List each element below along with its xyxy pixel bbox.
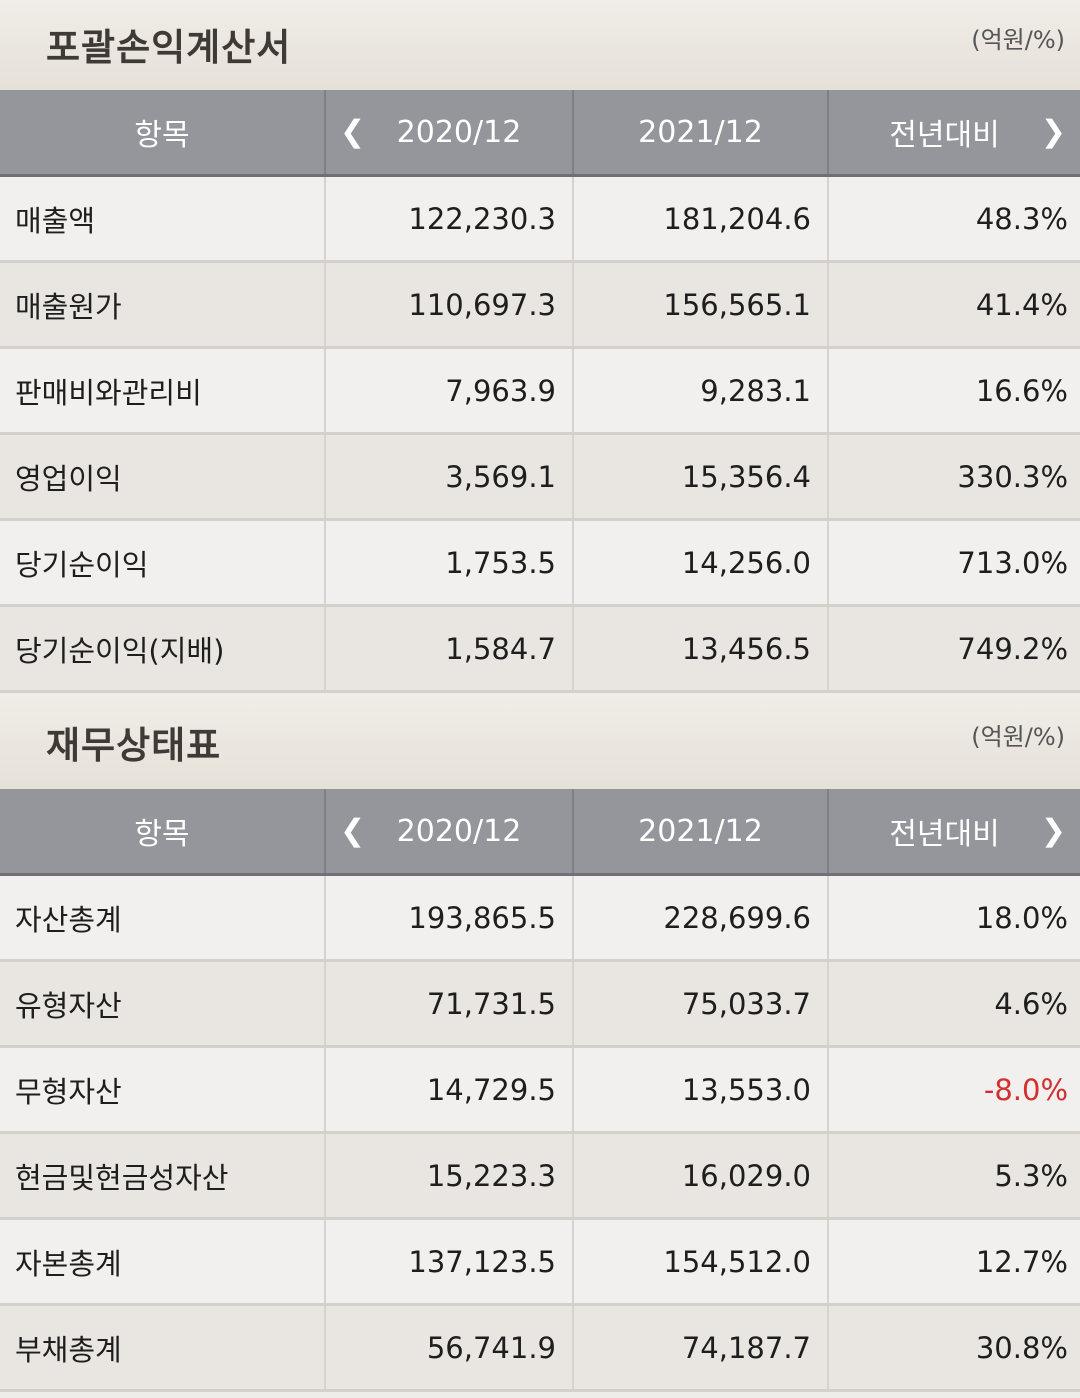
- value-yoy: 48.3%: [828, 175, 1080, 263]
- value-2020: 137,123.5: [325, 1218, 574, 1306]
- row-label: 부채총계: [0, 1304, 326, 1392]
- value-yoy: 18.0%: [828, 874, 1080, 962]
- value-2021: 228,699.6: [573, 874, 829, 962]
- header-col-2021: 2021/12: [573, 90, 829, 177]
- row-label: 무형자산: [0, 1046, 326, 1134]
- table-row: 당기순이익(지배) 1,584.7 13,456.5 749.2%: [0, 605, 1080, 693]
- row-label: 매출액: [0, 175, 326, 263]
- income-statement-header: 포괄손익계산서 (억원/%): [0, 0, 1080, 90]
- row-label: 자본총계: [0, 1218, 326, 1306]
- header-item: 항목: [0, 90, 326, 177]
- header-item: 항목: [0, 789, 326, 876]
- header-item-label: 항목: [134, 817, 190, 852]
- header-yoy-label: 전년대비: [889, 118, 1000, 153]
- value-2020: 71,731.5: [325, 960, 574, 1048]
- chevron-right-icon[interactable]: ❯: [1040, 114, 1066, 150]
- table-row: 자산총계 193,865.5 228,699.6 18.0%: [0, 874, 1080, 962]
- table-row: 판매비와관리비 7,963.9 9,283.1 16.6%: [0, 347, 1080, 435]
- value-2021: 74,187.7: [573, 1304, 829, 1392]
- table-row: 무형자산 14,729.5 13,553.0 -8.0%: [0, 1046, 1080, 1134]
- value-2021: 154,512.0: [573, 1218, 829, 1306]
- value-yoy: 713.0%: [828, 519, 1080, 607]
- value-yoy: 41.4%: [828, 261, 1080, 349]
- table-row: 현금및현금성자산 15,223.3 16,029.0 5.3%: [0, 1132, 1080, 1220]
- table-row: 매출원가 110,697.3 156,565.1 41.4%: [0, 261, 1080, 349]
- income-table-body: 매출액 122,230.3 181,204.6 48.3% 매출원가 110,697.3 1…: [0, 175, 1080, 693]
- header-col-yoy: 전년대비 ❯: [828, 90, 1080, 177]
- section-title: 포괄손익계산서: [46, 26, 292, 69]
- row-label: 영업이익: [0, 433, 326, 521]
- header-yoy-label: 전년대비: [889, 817, 1000, 852]
- value-yoy: 12.7%: [828, 1218, 1080, 1306]
- section-title: 재무상태표: [46, 724, 222, 767]
- table-row: 자본총계 137,123.5 154,512.0 12.7%: [0, 1218, 1080, 1306]
- row-label: 판매비와관리비: [0, 347, 326, 435]
- income-statement-table: 항목 ❮ 2020/12 2021/12 전년대비 ❯ 매출액 122,230.3…: [0, 90, 1080, 693]
- value-yoy: -8.0%: [828, 1046, 1080, 1134]
- table-row: 영업이익 3,569.1 15,356.4 330.3%: [0, 433, 1080, 521]
- value-2020: 7,963.9: [325, 347, 574, 435]
- row-label: 당기순이익: [0, 519, 326, 607]
- value-2020: 1,584.7: [325, 605, 574, 693]
- balance-sheet-header: 재무상태표 (억원/%): [0, 693, 1080, 789]
- unit-label: (억원/%): [971, 723, 1065, 751]
- header-col-2020: ❮ 2020/12: [325, 789, 574, 876]
- header-2021-label: 2021/12: [638, 813, 763, 849]
- header-item-label: 항목: [134, 118, 190, 153]
- value-2021: 156,565.1: [573, 261, 829, 349]
- value-yoy: 5.3%: [828, 1132, 1080, 1220]
- header-2020-label: 2020/12: [396, 813, 522, 849]
- row-label: 유형자산: [0, 960, 326, 1048]
- value-2021: 16,029.0: [573, 1132, 829, 1220]
- value-yoy: 4.6%: [828, 960, 1080, 1048]
- value-2021: 13,456.5: [573, 605, 829, 693]
- header-2020-label: 2020/12: [396, 114, 522, 150]
- value-yoy: 16.6%: [828, 347, 1080, 435]
- value-2020: 122,230.3: [325, 175, 574, 263]
- value-2020: 3,569.1: [325, 433, 574, 521]
- value-2020: 193,865.5: [325, 874, 574, 962]
- table-row: 유형자산 71,731.5 75,033.7 4.6%: [0, 960, 1080, 1048]
- unit-label: (억원/%): [971, 26, 1065, 54]
- chevron-right-icon[interactable]: ❯: [1040, 813, 1066, 849]
- value-yoy: 30.8%: [828, 1304, 1080, 1392]
- value-2021: 15,356.4: [573, 433, 829, 521]
- table-row: 매출액 122,230.3 181,204.6 48.3%: [0, 175, 1080, 263]
- income-statement-section: 포괄손익계산서 (억원/%) 항목 ❮ 2020/12 2021/12 전년대비…: [0, 0, 1080, 693]
- value-2020: 110,697.3: [325, 261, 574, 349]
- chevron-left-icon[interactable]: ❮: [340, 114, 366, 150]
- value-2021: 181,204.6: [573, 175, 829, 263]
- header-2021-label: 2021/12: [638, 114, 763, 150]
- header-col-2020: ❮ 2020/12: [325, 90, 574, 177]
- value-2021: 9,283.1: [573, 347, 829, 435]
- row-label: 현금및현금성자산: [0, 1132, 326, 1220]
- value-2020: 56,741.9: [325, 1304, 574, 1392]
- table-header-row: 항목 ❮ 2020/12 2021/12 전년대비 ❯: [0, 90, 1080, 177]
- value-2020: 14,729.5: [325, 1046, 574, 1134]
- row-label: 당기순이익(지배): [0, 605, 326, 693]
- value-2020: 1,753.5: [325, 519, 574, 607]
- balance-sheet-table: 항목 ❮ 2020/12 2021/12 전년대비 ❯ 자산총계 193,865.…: [0, 789, 1080, 1392]
- table-header-row: 항목 ❮ 2020/12 2021/12 전년대비 ❯: [0, 789, 1080, 876]
- header-col-yoy: 전년대비 ❯: [828, 789, 1080, 876]
- balance-sheet-section: 재무상태표 (억원/%) 항목 ❮ 2020/12 2021/12 전년대비 ❯…: [0, 693, 1080, 1392]
- row-label: 매출원가: [0, 261, 326, 349]
- chevron-left-icon[interactable]: ❮: [340, 813, 366, 849]
- table-row: 당기순이익 1,753.5 14,256.0 713.0%: [0, 519, 1080, 607]
- value-2021: 13,553.0: [573, 1046, 829, 1134]
- table-row: 부채총계 56,741.9 74,187.7 30.8%: [0, 1304, 1080, 1392]
- value-2021: 75,033.7: [573, 960, 829, 1048]
- balance-table-body: 자산총계 193,865.5 228,699.6 18.0% 유형자산 71,731.5 7…: [0, 874, 1080, 1392]
- value-2021: 14,256.0: [573, 519, 829, 607]
- value-yoy: 749.2%: [828, 605, 1080, 693]
- value-2020: 15,223.3: [325, 1132, 574, 1220]
- header-col-2021: 2021/12: [573, 789, 829, 876]
- row-label: 자산총계: [0, 874, 326, 962]
- value-yoy: 330.3%: [828, 433, 1080, 521]
